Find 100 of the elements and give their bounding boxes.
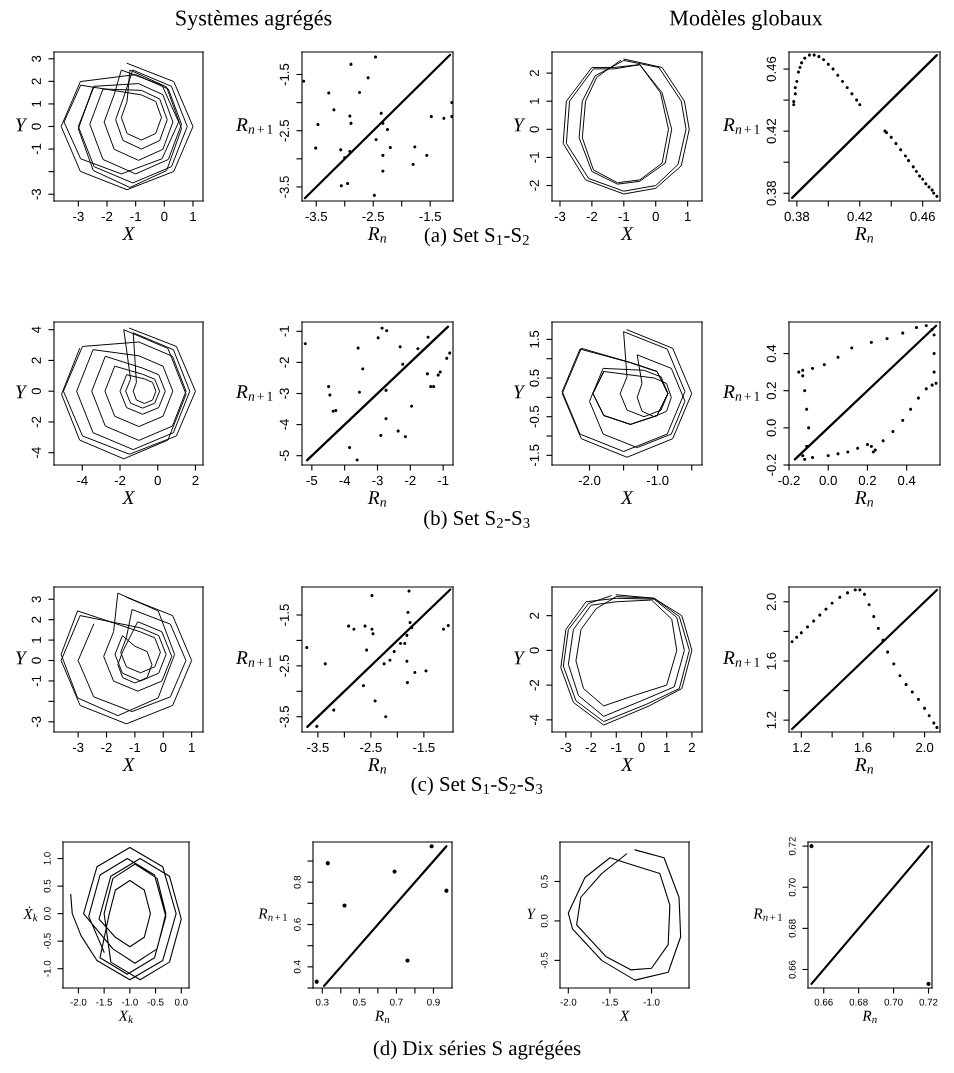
y-tick-label: 2 [529,70,539,77]
point [358,90,362,95]
y-tick-label: 0.2 [766,382,776,400]
y-tick-label: 2 [31,357,41,364]
y-tick-label: 0.8 [293,875,301,889]
y-tick-label: -2.5 [279,655,289,677]
text: (a) Set S$_{1}$-S$_{2}$ [424,227,529,247]
x-tick-label: 0.7 [390,998,403,1006]
y-tick-label: -1.5 [279,63,289,86]
point [792,103,796,107]
y-tick-label: -5 [279,450,289,461]
x-axis-title: R$_{n}$ [367,758,387,774]
y-tick-label: -0.5 [540,952,548,969]
x-tick-label: 2 [192,475,199,485]
x-axis-title: X [121,758,136,771]
y-tick-label: 1 [31,100,41,107]
point [803,56,807,60]
y-tick-label: 0.5 [43,879,51,893]
point [384,715,388,719]
y-tick-label: 3 [31,596,41,603]
y-tick-label: -3.5 [279,176,289,198]
x-axis-title: X [121,227,136,240]
x-tick-label: 0.4 [898,475,916,486]
point [906,159,911,163]
y-tick-label: -1 [31,675,41,687]
y-tick-label: 0.42 [766,118,776,144]
x-axis-title: X$_{k}$ [118,1010,134,1023]
x-tick-label: -4 [339,475,351,485]
point [914,326,919,330]
x-tick-label: -2.0 [70,998,87,1006]
x-tick-label: -2.5 [362,211,385,222]
x-tick-label: 0.0 [819,475,837,486]
y-tick-label: 0.4 [293,960,301,974]
y-tick-label: -2.5 [279,119,289,142]
y-axis-title: R$_{n+1}$ [722,385,760,401]
y-tick-label: 0 [529,647,539,654]
y-axis-title: Y [16,385,28,399]
point [356,346,360,350]
y-axis-title: R$_{n+1}$ [235,118,273,134]
x-tick-label: 0 [161,211,168,222]
y-axis-title: Ẋ$_{k}$ [22,906,38,922]
y-tick-label: -1 [279,326,289,337]
point [924,324,928,328]
x-axis-title: R$_{n}$ [854,227,874,243]
point [349,62,353,66]
y-tick-label: 1 [31,637,41,643]
x-axis-title: R$_{n}$ [854,491,874,507]
point [916,697,920,701]
x-tick-label: 0.66 [814,998,833,1006]
y-tick-label: -1 [529,152,539,163]
y-tick-label: 0.0 [766,419,776,437]
y-tick-label: -3.5 [279,705,289,728]
x-axis-title: X [620,491,634,504]
y-axis-title: Y [514,651,526,665]
x-tick-label: -2 [585,742,597,752]
y-tick-label: 0 [31,657,41,664]
line-series [61,327,196,460]
y-tick-label: -3 [31,188,41,200]
point [346,182,350,186]
point [376,336,380,340]
y-tick-label: 0 [31,123,41,130]
x-tick-label: -3 [372,475,383,486]
x-tick-label: 0.68 [849,998,868,1006]
y-axis-title: R$_{n+1}$ [753,908,782,921]
x-tick-label: 1.6 [854,742,872,753]
x-tick-label: -1.0 [121,998,138,1006]
point [914,169,918,174]
y-tick-label: 0.0 [540,914,548,928]
y-tick-label: -0.5 [529,405,539,428]
point [429,844,434,849]
y-tick-label: -0.5 [43,933,51,950]
point [795,635,799,639]
x-tick-label: 0.2 [858,475,876,486]
y-axis-title: Y [16,118,28,132]
point [899,148,903,152]
chart-title: Modèles globaux [669,9,823,31]
x-tick-label: 1 [664,742,670,752]
point [429,115,433,119]
y-axis-title: R$_{n+1}$ [235,385,273,401]
point [429,385,433,389]
y-tick-label: 0.0 [43,907,51,920]
x-tick-label: -1.0 [646,475,669,486]
point [385,128,390,132]
y-axis-title: R$_{n+1}$ [722,118,760,134]
point [406,610,410,614]
point [836,73,840,77]
x-tick-label: 0.9 [427,998,440,1006]
point [930,383,934,387]
y-tick-label: 2 [31,78,41,85]
point [403,435,407,439]
y-tick-label: 0 [31,388,41,395]
y-tick-label: 1.0 [43,852,51,865]
x-tick-label: -2.5 [360,742,382,753]
y-axis-title: Y [16,651,28,665]
point [826,454,830,458]
point [801,368,805,372]
y-axis-title: R$_{n+1}$ [722,651,760,667]
point [405,958,410,963]
line-series [60,62,194,191]
y-tick-label: 2 [529,612,539,619]
